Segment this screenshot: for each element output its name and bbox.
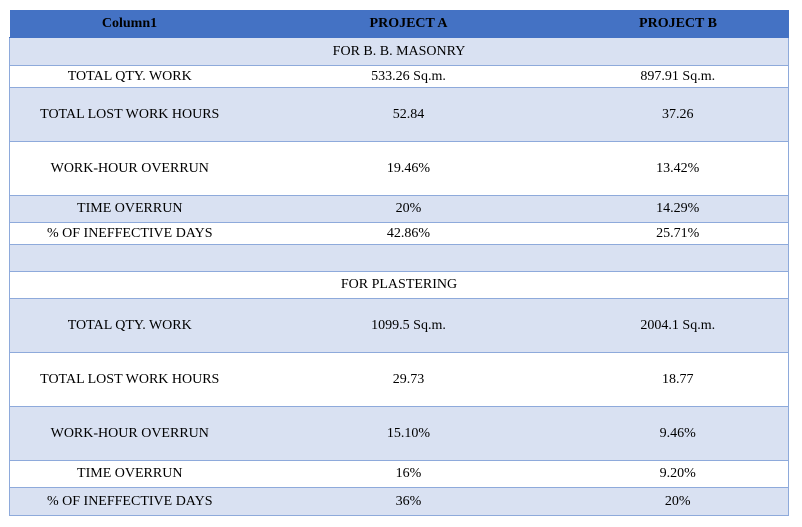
- table-row: WORK-HOUR OVERRUN 19.46% 13.42%: [9, 141, 789, 196]
- header-project-a[interactable]: PROJECT A: [249, 10, 568, 38]
- project-b-value: 20%: [567, 487, 789, 516]
- comparison-table: Column1 PROJECT A PROJECT B FOR B. B. MA…: [9, 10, 789, 516]
- row-label: TOTAL LOST WORK HOURS: [9, 87, 250, 142]
- table-row: % OF INEFFECTIVE DAYS 36% 20%: [9, 487, 789, 516]
- section-title-plastering: FOR PLASTERING: [9, 271, 789, 299]
- table-row: TOTAL LOST WORK HOURS 52.84 37.26: [9, 87, 789, 142]
- project-a-value: 36%: [249, 487, 568, 516]
- table-row: TOTAL QTY. WORK 533.26 Sq.m. 897.91 Sq.m…: [9, 65, 789, 88]
- row-label: WORK-HOUR OVERRUN: [9, 406, 250, 461]
- table-row: % OF INEFFECTIVE DAYS 42.86% 25.71%: [9, 222, 789, 245]
- table-row: TOTAL LOST WORK HOURS 29.73 18.77: [9, 352, 789, 407]
- project-a-value: 1099.5 Sq.m.: [249, 298, 568, 353]
- header-row: Column1 PROJECT A PROJECT B: [9, 10, 789, 38]
- empty-cell: [9, 244, 789, 272]
- row-label: % OF INEFFECTIVE DAYS: [9, 487, 250, 516]
- row-label: TOTAL LOST WORK HOURS: [9, 352, 250, 407]
- row-label: TOTAL QTY. WORK: [9, 65, 250, 88]
- table-row: WORK-HOUR OVERRUN 15.10% 9.46%: [9, 406, 789, 461]
- project-b-value: 13.42%: [567, 141, 789, 196]
- project-b-value: 25.71%: [567, 222, 789, 245]
- spacer-row: [9, 244, 789, 272]
- project-a-value: 42.86%: [249, 222, 568, 245]
- project-a-value: 20%: [249, 195, 568, 223]
- row-label: TIME OVERRUN: [9, 460, 250, 488]
- header-project-b[interactable]: PROJECT B: [567, 10, 789, 38]
- project-b-value: 14.29%: [567, 195, 789, 223]
- project-b-value: 897.91 Sq.m.: [567, 65, 789, 88]
- project-b-value: 2004.1 Sq.m.: [567, 298, 789, 353]
- project-a-value: 19.46%: [249, 141, 568, 196]
- table-row: TOTAL QTY. WORK 1099.5 Sq.m. 2004.1 Sq.m…: [9, 298, 789, 353]
- row-label: TIME OVERRUN: [9, 195, 250, 223]
- project-a-value: 533.26 Sq.m.: [249, 65, 568, 88]
- project-b-value: 37.26: [567, 87, 789, 142]
- section-title-masonry: FOR B. B. MASONRY: [9, 37, 789, 66]
- section-title-row: FOR B. B. MASONRY: [9, 37, 789, 66]
- project-a-value: 15.10%: [249, 406, 568, 461]
- header-column1[interactable]: Column1: [9, 10, 250, 38]
- project-b-value: 9.46%: [567, 406, 789, 461]
- project-a-value: 29.73: [249, 352, 568, 407]
- row-label: TOTAL QTY. WORK: [9, 298, 250, 353]
- row-label: WORK-HOUR OVERRUN: [9, 141, 250, 196]
- project-a-value: 52.84: [249, 87, 568, 142]
- table-row: TIME OVERRUN 20% 14.29%: [9, 195, 789, 223]
- project-b-value: 18.77: [567, 352, 789, 407]
- section-title-row: FOR PLASTERING: [9, 271, 789, 299]
- table-row: TIME OVERRUN 16% 9.20%: [9, 460, 789, 488]
- project-b-value: 9.20%: [567, 460, 789, 488]
- project-a-value: 16%: [249, 460, 568, 488]
- row-label: % OF INEFFECTIVE DAYS: [9, 222, 250, 245]
